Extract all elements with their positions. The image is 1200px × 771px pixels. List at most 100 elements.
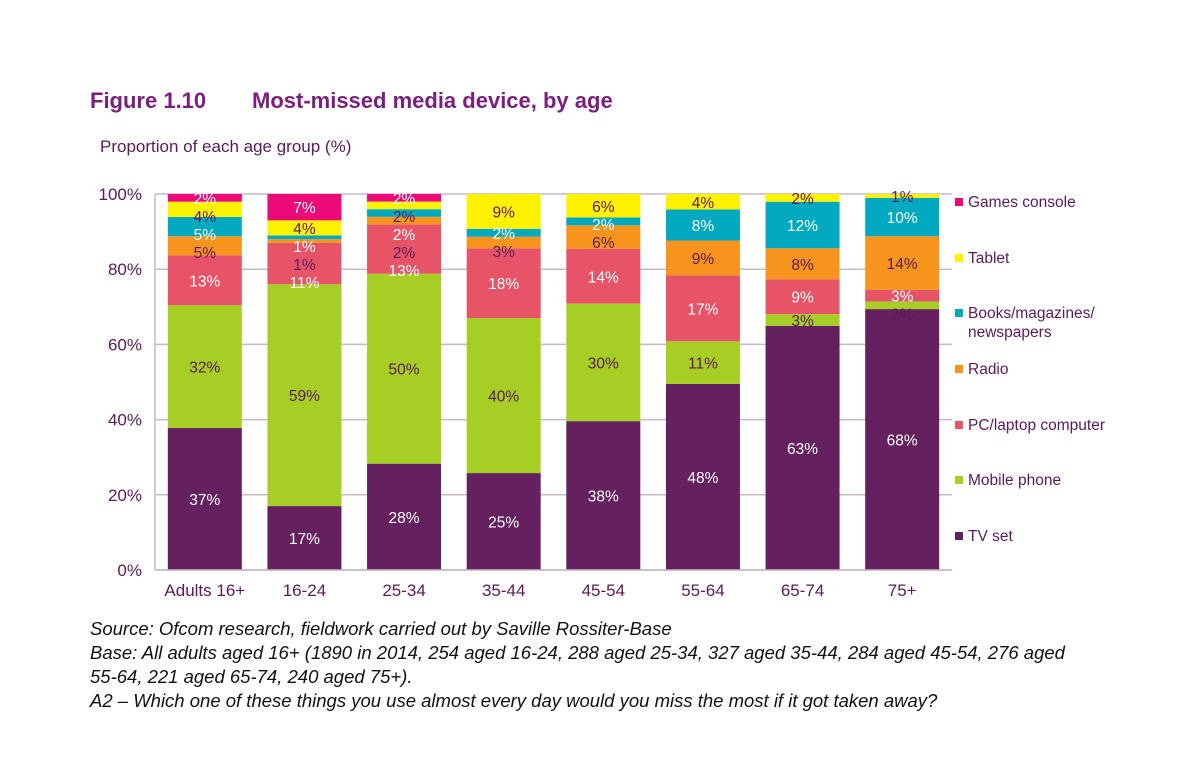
data-label: 1% <box>293 257 316 274</box>
bar-segment <box>367 194 442 202</box>
x-tick-label: 25-34 <box>382 581 425 600</box>
bar-segment <box>367 216 442 225</box>
bar-segment <box>865 236 940 290</box>
legend-swatch <box>955 421 963 429</box>
data-label: 5% <box>194 245 217 262</box>
data-label: 6% <box>592 199 615 216</box>
data-label: 17% <box>289 531 320 548</box>
bar-segment <box>865 197 940 237</box>
data-label: 11% <box>688 356 718 373</box>
data-label: 8% <box>791 257 814 274</box>
bar-segment <box>665 275 740 342</box>
figure-title: Figure 1.10 Most-missed media device, by … <box>90 88 613 114</box>
data-label: 8% <box>692 218 715 235</box>
bar-segment <box>665 240 740 276</box>
data-label: 4% <box>194 209 217 226</box>
data-label: 10% <box>887 210 918 227</box>
bar-segment <box>167 255 242 306</box>
bar-segment <box>765 279 840 315</box>
bar-segment <box>466 236 541 249</box>
legend-label: PC/laptop computer <box>968 417 1105 434</box>
legend-item: Games console <box>955 193 1118 212</box>
stacked-bar-chart: 0%20%40%60%80%100% 2%4%5%5%13%32%37%Adult… <box>99 185 952 600</box>
bar-segment <box>865 309 940 570</box>
legend-item: Radio <box>955 360 1118 379</box>
data-label: 2% <box>393 245 416 262</box>
bar-segment <box>566 194 641 218</box>
data-label: 13% <box>389 263 420 280</box>
bar-segment <box>267 506 342 570</box>
data-label: 59% <box>289 388 320 405</box>
bar-segment <box>466 228 541 237</box>
bar-segment <box>267 284 342 507</box>
data-label: 18% <box>488 276 519 293</box>
data-label: 2% <box>393 191 416 208</box>
x-tick-label: 45-54 <box>582 581 625 600</box>
bar-segment <box>865 289 940 302</box>
bar-segment <box>167 428 242 570</box>
x-tick-label: 16-24 <box>283 581 326 600</box>
bar-segment <box>765 194 840 202</box>
legend-item: Tablet <box>955 249 1118 268</box>
data-label: 9% <box>791 290 814 307</box>
data-label: 37% <box>189 492 220 509</box>
data-label: 1% <box>293 239 316 256</box>
legend-label: Radio <box>968 361 1009 378</box>
data-label: 2% <box>393 227 416 244</box>
legend-label: Mobile phone <box>968 472 1062 489</box>
data-label: 9% <box>492 204 515 221</box>
data-label: 2% <box>592 217 615 234</box>
data-label: 28% <box>389 510 420 527</box>
legend-label: Tablet <box>968 250 1010 267</box>
bar-segment <box>466 318 541 474</box>
data-label: 3% <box>791 313 814 330</box>
data-label: 14% <box>887 256 918 273</box>
bar-segment <box>865 194 940 198</box>
bar-segment <box>267 239 342 243</box>
legend-swatch <box>955 198 963 206</box>
legend-swatch <box>955 309 963 317</box>
data-label: 13% <box>189 273 220 290</box>
legend-label: TV set <box>968 528 1013 545</box>
data-label: 2% <box>393 209 416 226</box>
legend-swatch <box>955 532 963 540</box>
y-tick-label: 60% <box>108 335 142 354</box>
data-label: 3% <box>891 289 914 306</box>
bar-segment <box>367 463 442 570</box>
bar-segment <box>865 301 940 310</box>
y-tick-label: 80% <box>108 260 142 279</box>
bar-segment <box>167 217 242 237</box>
legend-swatch <box>955 365 963 373</box>
data-label: 1% <box>891 189 914 206</box>
x-tick-label: Adults 16+ <box>164 581 245 600</box>
legend-item: PC/laptop computer <box>955 416 1118 435</box>
bar-segment <box>566 225 641 249</box>
x-tick-label: 75+ <box>888 581 917 600</box>
legend-swatch <box>955 254 963 262</box>
data-label: 3% <box>492 244 515 261</box>
legend-label: Books/magazines/ newspapers <box>968 305 1095 341</box>
data-label: 11% <box>290 275 320 292</box>
bar-segment <box>367 224 442 274</box>
bar-segment <box>367 209 442 217</box>
data-label: 2% <box>492 226 515 243</box>
bar-segment <box>665 194 740 210</box>
data-label: 2% <box>194 191 217 208</box>
data-label: 32% <box>189 360 220 377</box>
data-label: 4% <box>293 221 316 238</box>
figure-number: Figure 1.10 <box>90 88 207 113</box>
bar-segment <box>167 194 242 202</box>
bar-segment <box>765 314 840 326</box>
y-tick-label: 0% <box>117 561 142 580</box>
data-label: 68% <box>887 433 918 450</box>
base-note: Base: All adults aged 16+ (1890 in 2014,… <box>90 642 1065 687</box>
legend-item: Mobile phone <box>955 471 1118 490</box>
legend-label: Games console <box>968 194 1076 211</box>
legend-swatch <box>955 476 963 484</box>
data-label: 30% <box>588 355 619 372</box>
data-label: 38% <box>588 489 619 506</box>
notes: Source: Ofcom research, fieldwork carrie… <box>90 617 1090 713</box>
bar-segment <box>267 235 342 240</box>
bar-segment <box>167 305 242 429</box>
question-note: A2 – Which one of these things you use a… <box>90 690 938 711</box>
